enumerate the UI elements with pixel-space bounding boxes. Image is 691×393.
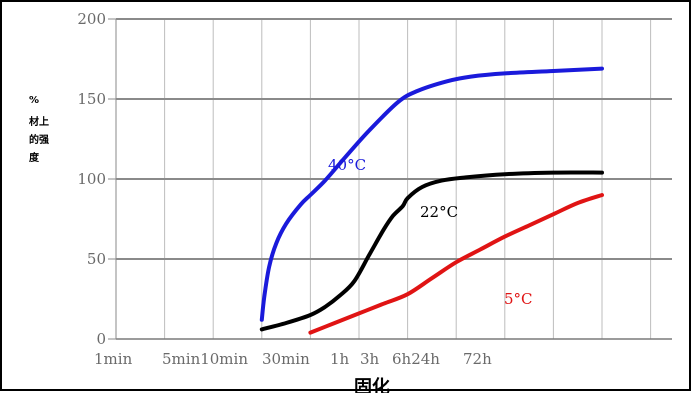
x-axis-label: 固化 (354, 376, 390, 393)
y-tick-label: 150 (77, 90, 106, 108)
series-lines (259, 66, 604, 335)
y-axis-label-line: % (29, 95, 39, 106)
y-tick-label: 50 (87, 250, 106, 268)
x-tick-label: 6h24h (392, 350, 440, 368)
x-tick-label: 3h (360, 350, 380, 368)
y-axis-label-line: 材上 (29, 115, 49, 128)
grid (108, 18, 672, 340)
series-label: 5°C (504, 290, 533, 308)
series-line (259, 170, 604, 332)
series-label: 40°C (328, 156, 366, 174)
x-tick-label: 5min10min (162, 350, 248, 368)
x-tick-label: 30min (262, 350, 310, 368)
y-tick-label: 200 (77, 10, 106, 28)
x-tick-labels: 1min 5min10min 30min 1h 3h 6h24h 72h (94, 350, 492, 368)
y-tick-labels: 0 50 100 150 200 (77, 10, 106, 348)
y-axis-label-line: 的强 (29, 133, 49, 146)
x-tick-label: 72h (463, 350, 492, 368)
series-line (259, 66, 604, 322)
series-label: 22°C (420, 203, 458, 221)
x-tick-label: 1h (330, 350, 350, 368)
series-line (308, 193, 604, 335)
y-axis-label-line: 度 (29, 151, 40, 164)
y-tick-label: 0 (96, 330, 106, 348)
y-tick-label: 100 (77, 170, 106, 188)
series-labels: 40°C 22°C 5°C (328, 156, 533, 308)
x-tick-label: 1min (94, 350, 133, 368)
